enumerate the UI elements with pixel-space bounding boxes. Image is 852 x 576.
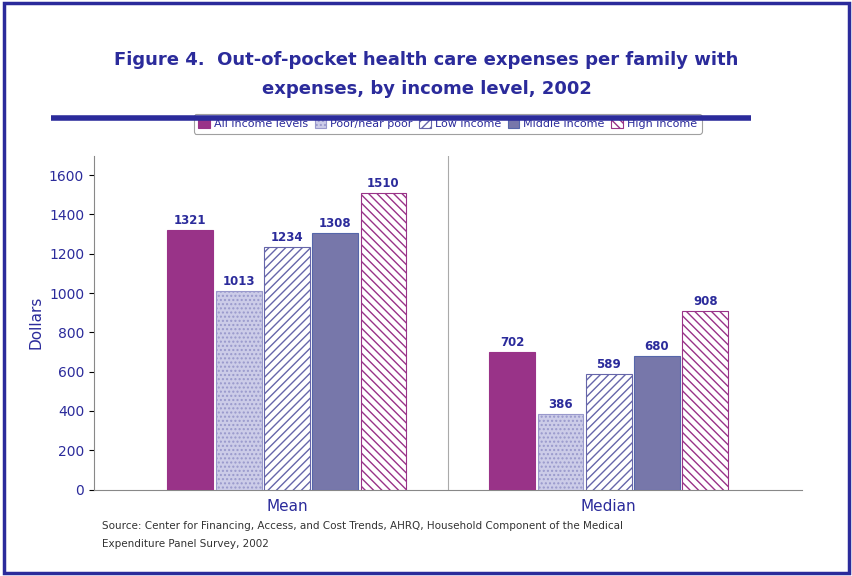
Text: expenses, by income level, 2002: expenses, by income level, 2002	[262, 80, 590, 98]
Text: 386: 386	[548, 398, 572, 411]
Y-axis label: Dollars: Dollars	[28, 296, 43, 349]
Bar	[216, 290, 262, 490]
Text: Source: Center for Financing, Access, and Cost Trends, AHRQ, Household Component: Source: Center for Financing, Access, an…	[102, 521, 623, 531]
Text: 1308: 1308	[319, 217, 351, 230]
Bar	[263, 247, 309, 490]
Bar	[537, 414, 583, 490]
Text: 1510: 1510	[366, 177, 400, 190]
Text: 589: 589	[596, 358, 620, 371]
Legend: All income levels, Poor/near poor, Low income, Middle income, High income: All income levels, Poor/near poor, Low i…	[193, 114, 701, 134]
Bar	[360, 193, 406, 490]
Bar	[312, 233, 358, 490]
Bar	[489, 351, 534, 490]
Text: 1321: 1321	[174, 214, 206, 227]
Text: Expenditure Panel Survey, 2002: Expenditure Panel Survey, 2002	[102, 539, 269, 548]
Bar	[682, 311, 728, 490]
Text: Figure 4.  Out-of-pocket health care expenses per family with: Figure 4. Out-of-pocket health care expe…	[114, 51, 738, 70]
Bar	[633, 356, 679, 490]
Text: 702: 702	[499, 336, 524, 348]
Bar	[167, 230, 213, 490]
Text: 908: 908	[692, 295, 717, 308]
Text: 680: 680	[644, 340, 669, 353]
Bar	[585, 374, 631, 490]
Text: 1013: 1013	[222, 275, 255, 287]
Text: 1234: 1234	[270, 231, 302, 244]
